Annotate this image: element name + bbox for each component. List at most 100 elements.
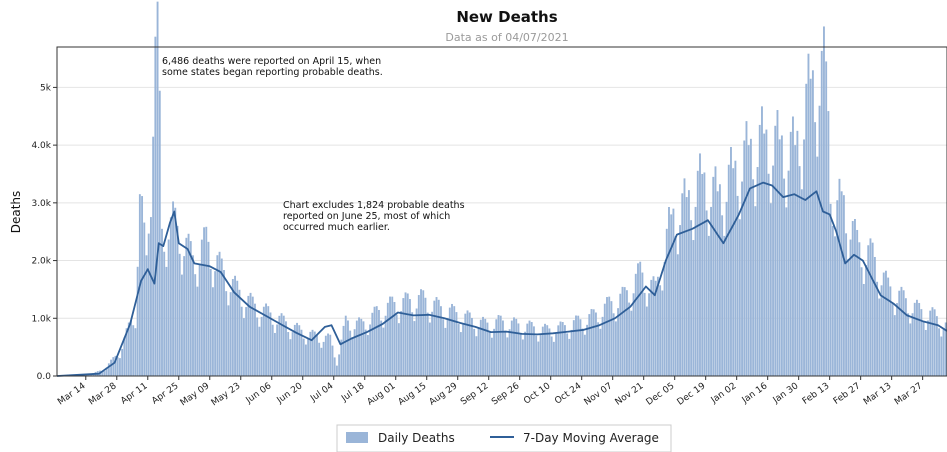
daily-deaths-bar xyxy=(364,329,367,376)
daily-deaths-bar xyxy=(141,196,144,376)
daily-deaths-bar xyxy=(488,331,491,376)
daily-deaths-bar xyxy=(395,314,398,376)
daily-deaths-bar xyxy=(913,302,916,376)
daily-deaths-bar xyxy=(273,332,276,376)
daily-deaths-bar xyxy=(382,327,385,376)
daily-deaths-bar xyxy=(331,345,334,376)
daily-deaths-bar xyxy=(362,321,365,376)
daily-deaths-bar xyxy=(134,328,137,376)
daily-deaths-bar xyxy=(807,53,810,377)
daily-deaths-bar xyxy=(300,329,303,376)
daily-deaths-bar xyxy=(448,307,451,376)
daily-deaths-bar xyxy=(765,129,768,376)
annotation-june-25-line: Chart excludes 1,824 probable deaths xyxy=(283,200,465,211)
daily-deaths-bar xyxy=(378,309,380,376)
daily-deaths-bar xyxy=(442,319,445,376)
daily-deaths-bar xyxy=(203,227,206,376)
daily-deaths-bar xyxy=(440,306,442,376)
daily-deaths-bar xyxy=(384,315,387,376)
daily-deaths-bar xyxy=(610,301,613,376)
legend-frame xyxy=(336,424,672,452)
daily-deaths-bar xyxy=(659,285,662,376)
daily-deaths-bar xyxy=(714,166,717,376)
daily-deaths-bar xyxy=(827,111,830,376)
daily-deaths-bar xyxy=(464,313,467,376)
daily-deaths-bar xyxy=(654,280,657,376)
daily-deaths-bar xyxy=(723,235,726,376)
daily-deaths-bar xyxy=(792,116,794,377)
daily-deaths-bar xyxy=(214,271,217,376)
daily-deaths-bar xyxy=(433,300,436,376)
x-tick-label: Aug 01 xyxy=(366,381,398,407)
daily-deaths-bar xyxy=(185,237,188,376)
daily-deaths-bar xyxy=(566,333,569,376)
daily-deaths-bar xyxy=(851,221,854,376)
y-axis-ticks: 0.0 1.0k 2.0k 3.0k 4.0k 5k xyxy=(31,83,57,382)
daily-deaths-bar xyxy=(692,240,695,376)
daily-deaths-bar xyxy=(916,299,918,376)
daily-deaths-bar xyxy=(814,122,817,376)
daily-deaths-bar xyxy=(471,317,473,376)
daily-deaths-bar xyxy=(918,302,921,376)
daily-deaths-bar xyxy=(132,325,135,376)
daily-deaths-bar xyxy=(309,331,312,376)
daily-deaths-bar xyxy=(497,315,500,376)
daily-deaths-bar xyxy=(251,296,254,376)
daily-deaths-bar xyxy=(475,336,478,376)
daily-deaths-bar xyxy=(192,255,194,376)
daily-deaths-bar xyxy=(327,333,329,376)
daily-deaths-bar xyxy=(834,236,836,376)
plot-frame xyxy=(56,46,947,377)
daily-deaths-bar xyxy=(829,203,832,376)
daily-deaths-bar xyxy=(389,296,391,376)
daily-deaths-bar xyxy=(734,160,737,376)
daily-deaths-bar xyxy=(933,309,936,376)
daily-deaths-bar xyxy=(107,363,110,376)
daily-deaths-bar xyxy=(911,313,914,376)
daily-deaths-bar xyxy=(612,313,615,376)
daily-deaths-bar xyxy=(247,295,250,376)
daily-deaths-bar xyxy=(227,305,230,376)
daily-deaths-bar xyxy=(231,279,234,376)
daily-deaths-bar xyxy=(532,326,535,376)
daily-deaths-bar xyxy=(101,370,104,376)
daily-deaths-bar xyxy=(426,312,429,376)
daily-deaths-bar xyxy=(521,339,524,376)
daily-deaths-bar xyxy=(468,312,471,376)
daily-deaths-bar xyxy=(302,338,305,376)
daily-deaths-bar xyxy=(803,139,805,376)
daily-deaths-bar xyxy=(490,337,493,376)
daily-deaths-bar xyxy=(603,303,606,376)
x-tick-label: Jul 04 xyxy=(308,381,335,404)
daily-deaths-bar xyxy=(749,138,752,376)
daily-deaths-bar xyxy=(262,306,265,376)
daily-deaths-bar xyxy=(865,264,867,376)
daily-deaths-bar xyxy=(769,203,772,376)
daily-deaths-bar xyxy=(823,26,825,376)
daily-deaths-bar xyxy=(510,320,513,376)
daily-deaths-bar xyxy=(721,215,724,376)
daily-deaths-bar xyxy=(617,308,620,376)
y-tick-label: 0.0 xyxy=(37,372,52,382)
daily-deaths-bar xyxy=(103,371,106,376)
x-tick-label: Mar 28 xyxy=(87,381,119,407)
daily-deaths-bar xyxy=(118,358,121,376)
daily-deaths-bar xyxy=(375,306,378,376)
daily-deaths-bar xyxy=(508,329,511,376)
daily-deaths-bar xyxy=(172,201,175,376)
daily-deaths-bar xyxy=(572,320,575,376)
daily-deaths-bar xyxy=(625,290,628,376)
daily-deaths-bar xyxy=(380,320,383,376)
annotation-june-25-line: reported on June 25, most of which xyxy=(283,211,450,222)
x-tick-label: Mar 14 xyxy=(56,381,88,407)
daily-deaths-bar xyxy=(152,136,155,376)
daily-deaths-bar xyxy=(180,274,183,376)
daily-deaths-bar xyxy=(586,324,589,376)
x-tick-label: Sep 12 xyxy=(459,381,490,407)
daily-deaths-bar xyxy=(929,310,932,376)
daily-deaths-bar xyxy=(90,374,93,376)
daily-deaths-bar xyxy=(847,259,850,376)
daily-deaths-bar xyxy=(674,236,677,376)
daily-deaths-bar xyxy=(127,322,130,376)
daily-deaths-bar xyxy=(506,337,509,376)
